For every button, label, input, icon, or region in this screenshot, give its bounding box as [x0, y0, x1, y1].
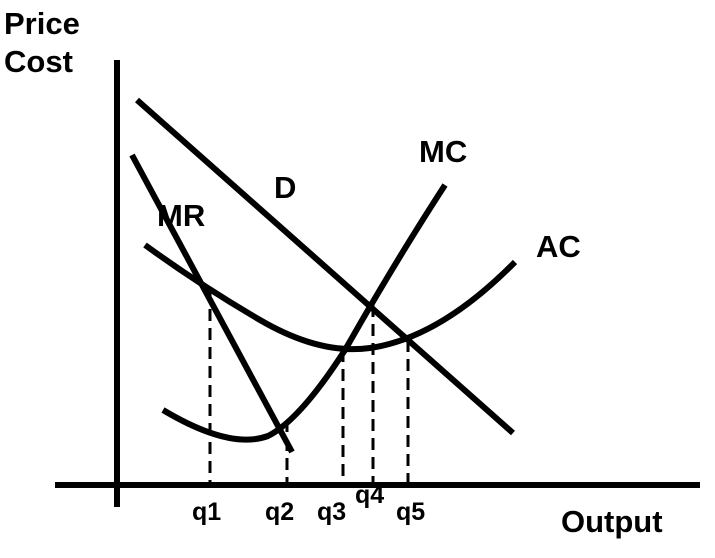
- y-axis-label-price: Price: [4, 6, 80, 41]
- q3-label: q3: [317, 498, 346, 526]
- average-cost-curve: [143, 242, 518, 353]
- q2-label: q2: [265, 498, 294, 526]
- q5-label: q5: [396, 498, 425, 526]
- x-axis-label: Output: [561, 504, 663, 539]
- mc-label: MC: [419, 134, 467, 169]
- demand-curve: [135, 97, 515, 436]
- q4-label: q4: [355, 481, 384, 509]
- q1-label: q1: [192, 498, 221, 526]
- marginal-cost-curve: [161, 183, 448, 443]
- ac-label: AC: [536, 229, 581, 264]
- d-label: D: [274, 170, 296, 205]
- y-axis-label-cost: Cost: [4, 44, 73, 79]
- mr-label: MR: [157, 198, 205, 233]
- marginal-revenue-curve: [129, 153, 295, 454]
